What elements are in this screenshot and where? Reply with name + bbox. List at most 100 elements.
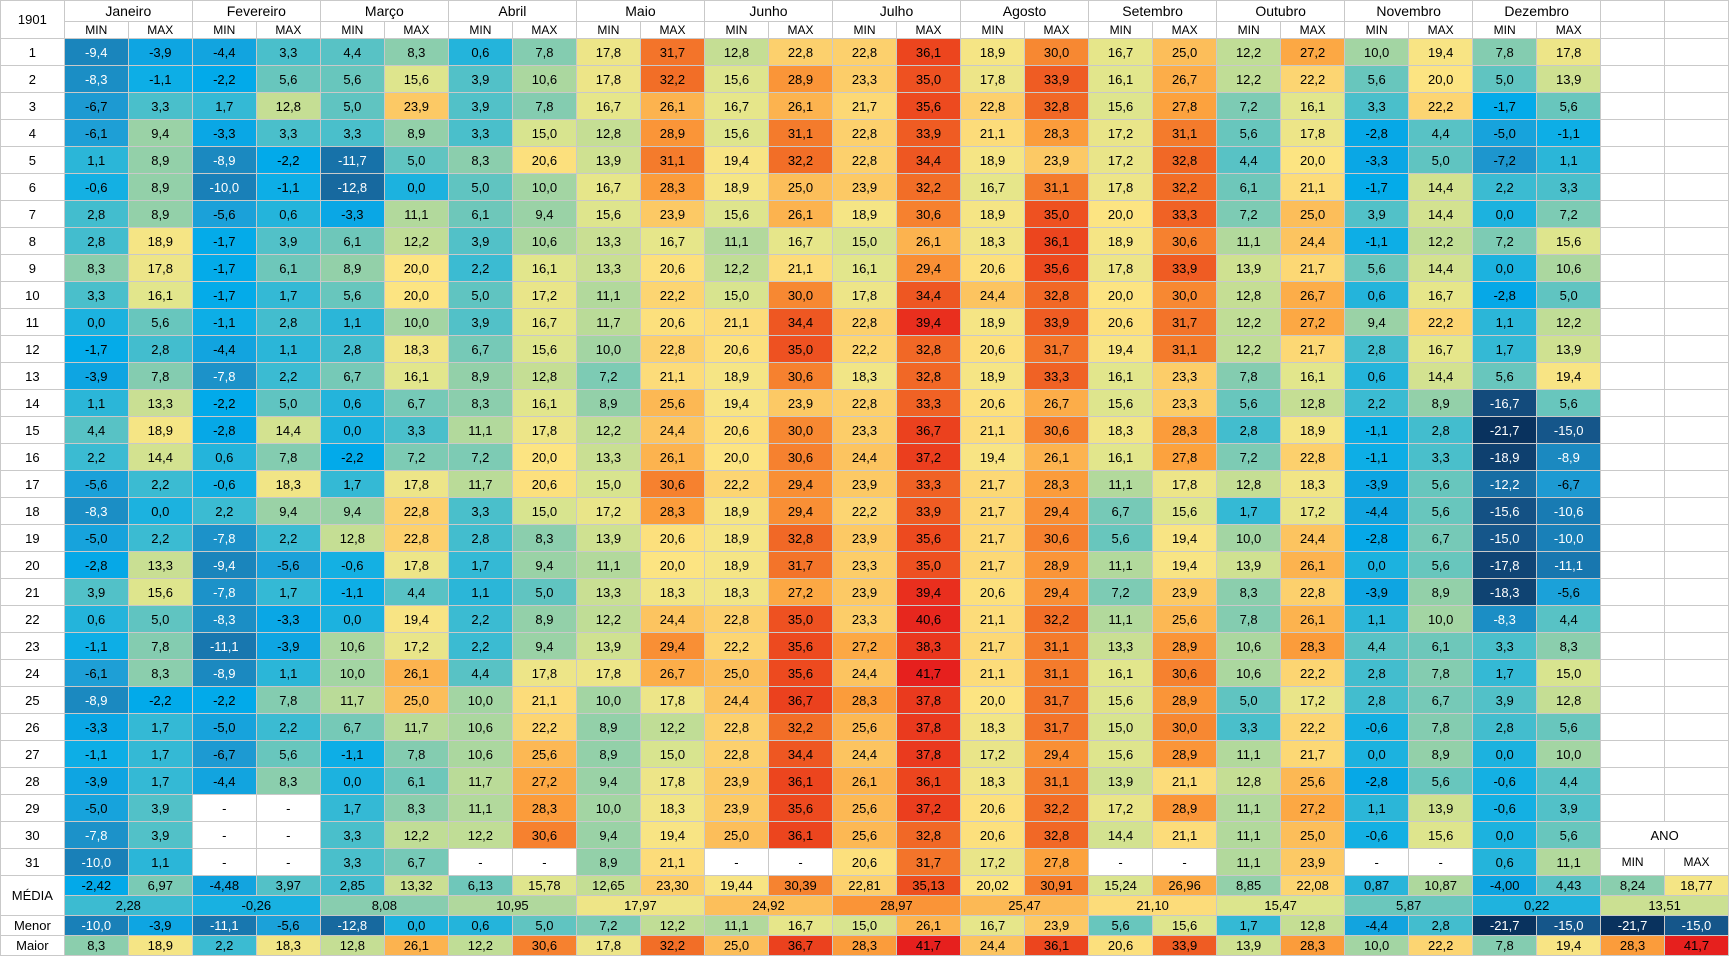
temperature-cell: 9,4 bbox=[255, 497, 321, 525]
temperature-cell: 25,6 bbox=[639, 389, 705, 417]
ano-maior-min: 28,3 bbox=[1600, 935, 1665, 956]
temperature-cell: 35,6 bbox=[1024, 254, 1090, 282]
temperature-cell: 1,1 bbox=[63, 389, 129, 417]
temperature-cell: 0,0 bbox=[1472, 821, 1538, 849]
temperature-cell: -10,0 bbox=[63, 848, 129, 876]
temperature-cell: 6,7 bbox=[447, 335, 513, 363]
temperature-cell: 11,1 bbox=[1216, 794, 1282, 822]
temperature-cell: 21,1 bbox=[1152, 767, 1218, 795]
temperature-cell: 30,0 bbox=[1152, 281, 1218, 309]
temperature-cell: 33,9 bbox=[1024, 65, 1090, 93]
temperature-cell: 16,1 bbox=[511, 389, 577, 417]
temperature-cell: 0,6 bbox=[447, 38, 513, 66]
temperature-cell: 8,3 bbox=[383, 794, 449, 822]
temperature-cell: 32,8 bbox=[1024, 821, 1090, 849]
media-cell: 22,81 bbox=[831, 875, 898, 896]
temperature-cell: - bbox=[1344, 848, 1410, 876]
temperature-cell: -1,1 bbox=[191, 308, 257, 336]
temperature-cell: 32,8 bbox=[1024, 281, 1090, 309]
temperature-cell: 0,0 bbox=[319, 767, 385, 795]
temperature-cell: 30,6 bbox=[767, 362, 834, 390]
temperature-cell: 27,8 bbox=[1152, 92, 1218, 120]
temperature-cell: 25,0 bbox=[703, 821, 769, 849]
day-number: 30 bbox=[0, 821, 65, 849]
temperature-cell: 15,6 bbox=[703, 200, 769, 228]
temperature-cell: 4,4 bbox=[1408, 119, 1474, 147]
temperature-cell: 9,4 bbox=[511, 200, 577, 228]
temperature-cell: 11,1 bbox=[1216, 848, 1282, 876]
temperature-cell: 11,1 bbox=[575, 281, 641, 309]
maior-cell: 25,0 bbox=[703, 935, 769, 956]
temperature-cell: 2,2 bbox=[447, 632, 513, 660]
temperature-cell: 19,4 bbox=[1408, 38, 1474, 66]
menor-cell: 23,9 bbox=[1024, 915, 1090, 936]
temperature-cell: 20,6 bbox=[960, 578, 1026, 606]
temperature-cell: 15,6 bbox=[1408, 821, 1474, 849]
temperature-cell: 31,1 bbox=[1152, 119, 1218, 147]
media-cell: 0,87 bbox=[1344, 875, 1410, 896]
temperature-cell: 16,7 bbox=[575, 173, 641, 201]
temperature-cell: 35,6 bbox=[896, 524, 962, 552]
menor-cell: 15,6 bbox=[1152, 915, 1218, 936]
temperature-cell: 8,9 bbox=[1408, 578, 1474, 606]
temperature-cell: 12,2 bbox=[383, 821, 449, 849]
temperature-cell: 32,2 bbox=[1024, 605, 1090, 633]
temperature-cell: -8,9 bbox=[63, 686, 129, 714]
temperature-cell: 5,0 bbox=[1408, 146, 1474, 174]
temperature-cell: 14,4 bbox=[1408, 200, 1474, 228]
temperature-cell: 2,8 bbox=[1344, 686, 1410, 714]
temperature-cell: 17,8 bbox=[383, 551, 449, 579]
temperature-cell: 9,4 bbox=[319, 497, 385, 525]
temperature-cell: 18,9 bbox=[127, 416, 193, 444]
temperature-cell: - bbox=[255, 848, 321, 876]
temperature-cell: -1,1 bbox=[127, 65, 193, 93]
ano-media-min: 8,24 bbox=[1600, 875, 1665, 896]
temperature-cell: 1,1 bbox=[255, 335, 321, 363]
temperature-cell: 16,1 bbox=[127, 281, 193, 309]
temperature-cell: 10,0 bbox=[575, 794, 641, 822]
temperature-cell: 21,1 bbox=[639, 848, 705, 876]
temperature-cell: 23,3 bbox=[1152, 389, 1218, 417]
temperature-cell: 33,9 bbox=[896, 119, 962, 147]
temperature-cell: 26,1 bbox=[896, 227, 962, 255]
temperature-cell: 20,6 bbox=[960, 254, 1026, 282]
temperature-cell: 21,7 bbox=[960, 551, 1026, 579]
temperature-cell: 31,1 bbox=[1024, 659, 1090, 687]
temperature-cell: 3,9 bbox=[447, 92, 513, 120]
temperature-cell: 16,7 bbox=[1408, 281, 1474, 309]
maior-cell: 12,2 bbox=[447, 935, 513, 956]
temperature-cell: 13,9 bbox=[575, 146, 641, 174]
temperature-cell: 28,3 bbox=[831, 686, 898, 714]
temperature-cell: 12,8 bbox=[703, 38, 769, 66]
menor-cell: 5,6 bbox=[1088, 915, 1154, 936]
temperature-cell: 15,0 bbox=[511, 119, 577, 147]
temperature-cell: -0,6 bbox=[1472, 794, 1538, 822]
temperature-cell: 12,2 bbox=[575, 605, 641, 633]
temperature-cell: 18,3 bbox=[960, 713, 1026, 741]
temperature-cell: -1,7 bbox=[63, 335, 129, 363]
temperature-cell: 1,7 bbox=[1216, 497, 1282, 525]
temperature-cell: 25,6 bbox=[1280, 767, 1346, 795]
temperature-cell: 3,3 bbox=[1408, 443, 1474, 471]
temperature-cell: 25,6 bbox=[831, 794, 898, 822]
menor-cell: 12,8 bbox=[1280, 915, 1346, 936]
menor-cell: 2,8 bbox=[1408, 915, 1474, 936]
temperature-cell: 18,3 bbox=[383, 335, 449, 363]
menor-cell: -15,0 bbox=[1536, 915, 1602, 936]
temperature-cell: 18,9 bbox=[127, 227, 193, 255]
temperature-cell: -17,8 bbox=[1472, 551, 1538, 579]
temperature-cell: -5,6 bbox=[191, 200, 257, 228]
temperature-cell: -3,3 bbox=[255, 605, 321, 633]
temperature-cell: 5,6 bbox=[319, 65, 385, 93]
temperature-cell: -12,2 bbox=[1472, 470, 1538, 498]
temperature-cell: -1,7 bbox=[191, 281, 257, 309]
temperature-cell: 16,7 bbox=[639, 227, 705, 255]
temperature-cell: -8,3 bbox=[1472, 605, 1538, 633]
temperature-cell: 11,1 bbox=[383, 200, 449, 228]
temperature-cell: 5,6 bbox=[255, 65, 321, 93]
temperature-cell: 4,4 bbox=[319, 38, 385, 66]
temperature-cell: 12,8 bbox=[1536, 686, 1602, 714]
temperature-cell: -15,0 bbox=[1536, 416, 1602, 444]
temperature-cell: 22,8 bbox=[831, 119, 898, 147]
menor-cell: 1,7 bbox=[1216, 915, 1282, 936]
